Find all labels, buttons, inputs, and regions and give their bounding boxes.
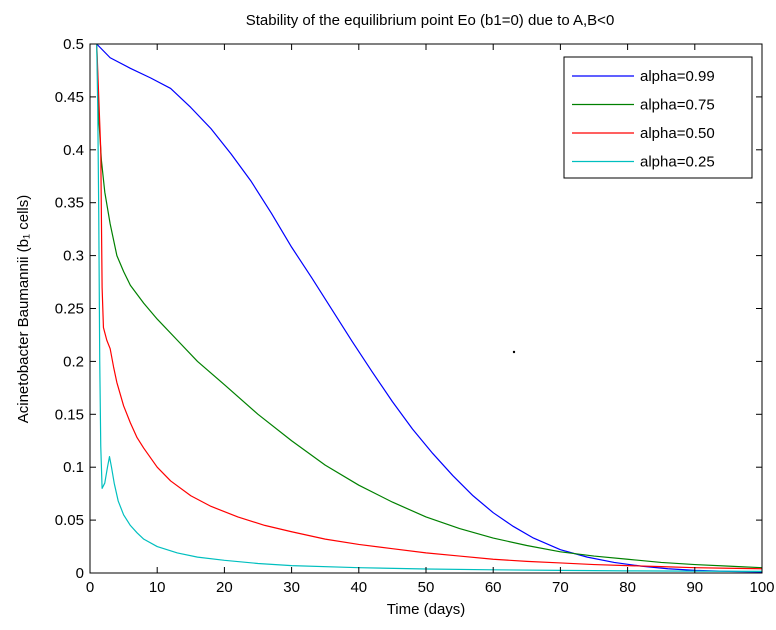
- x-tick-label-6: 60: [485, 579, 502, 596]
- x-tick-label-2: 20: [216, 579, 233, 596]
- y-tick-label-4: 0.2: [63, 353, 84, 370]
- legend-entries: alpha=0.99 alpha=0.75 alpha=0.50 alpha=0.25: [572, 68, 715, 171]
- x-tick-label-0: 0: [86, 579, 94, 596]
- x-tick-label-4: 40: [350, 579, 367, 596]
- legend-label-3: alpha=0.25: [640, 154, 715, 171]
- y-tick-label-9: 0.45: [55, 89, 84, 106]
- y-tick-label-10: 0.5: [63, 36, 84, 53]
- x-tick-label-1: 10: [149, 579, 166, 596]
- y-tick-label-8: 0.4: [63, 142, 84, 159]
- legend-label-2: alpha=0.50: [640, 125, 715, 142]
- y-tick-label-2: 0.1: [63, 459, 84, 476]
- y-tick-label-6: 0.3: [63, 248, 84, 265]
- y-tick-label-5: 0.25: [55, 301, 84, 318]
- x-tick-label-3: 30: [283, 579, 300, 596]
- x-tick-label-8: 80: [619, 579, 636, 596]
- y-tick-label-3: 0.15: [55, 406, 84, 423]
- y-tick-label-1: 0.05: [55, 512, 84, 529]
- x-tick-label-5: 50: [418, 579, 435, 596]
- legend-label-0: alpha=0.99: [640, 68, 715, 85]
- legend-label-1: alpha=0.75: [640, 97, 715, 114]
- x-tick-label-7: 70: [552, 579, 569, 596]
- stray-dot: [512, 350, 516, 354]
- series-line-3: [96, 43, 763, 573]
- series-line-2: [96, 43, 763, 570]
- y-tick-label-7: 0.35: [55, 195, 84, 212]
- x-tick-label-10: 100: [749, 579, 774, 596]
- legend: alpha=0.99 alpha=0.75 alpha=0.50 alpha=0.25: [563, 56, 753, 179]
- ticks-layer: 0 10 20 30 40 50 60 70 80 90 100 0 0.05 0.1 0.15 0.2 0.2…: [55, 36, 775, 596]
- series-layer: [96, 43, 763, 573]
- y-tick-label-0: 0: [76, 565, 84, 582]
- x-tick-label-9: 90: [686, 579, 703, 596]
- series-line-1: [96, 43, 763, 569]
- y-axis-label: Acinetobacter Baumannii (b₁ cells): [15, 195, 32, 424]
- series-line-0: [96, 43, 763, 573]
- x-axis-label: Time (days): [387, 601, 466, 618]
- legend-box: [563, 56, 753, 179]
- chart-title: Stability of the equilibrium point Eo (b…: [246, 12, 615, 29]
